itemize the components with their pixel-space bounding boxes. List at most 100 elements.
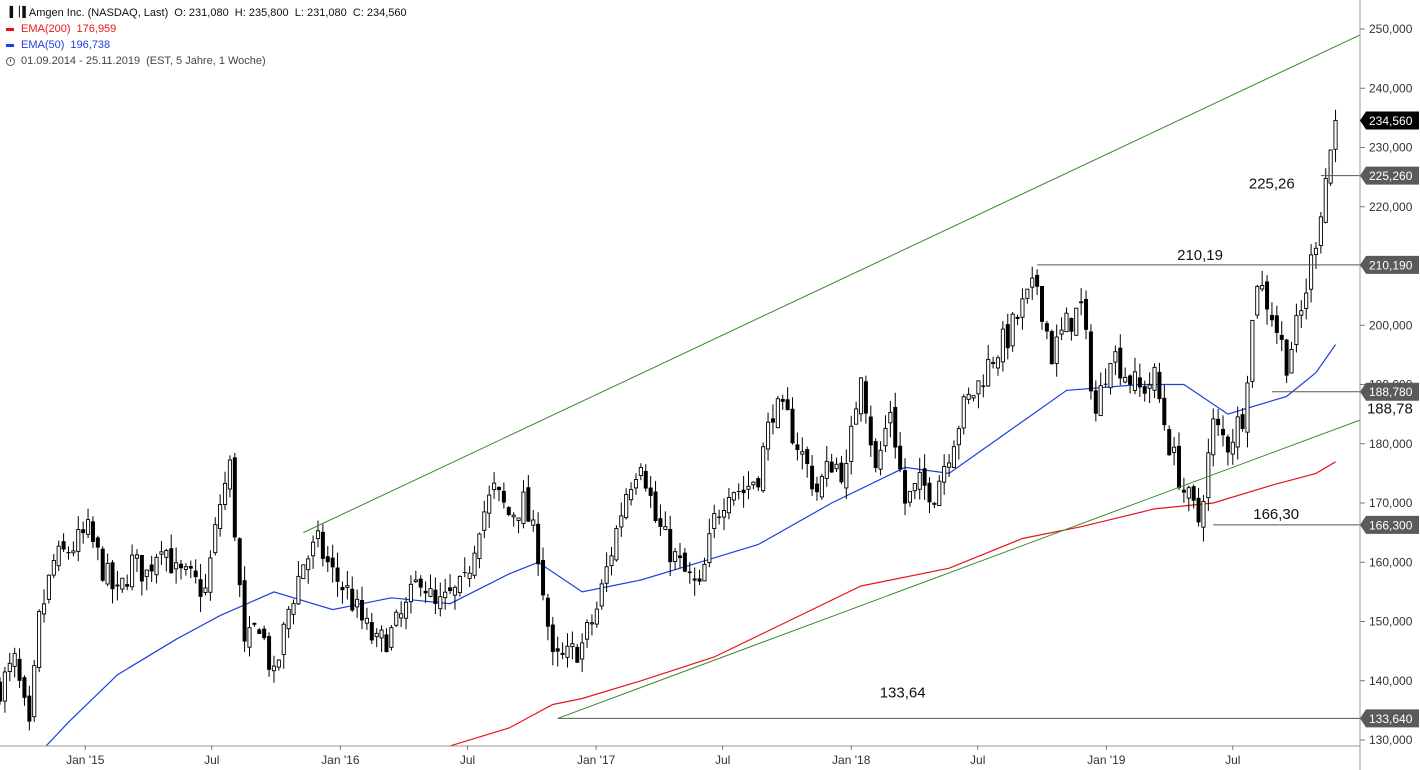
candle-up (1299, 310, 1304, 316)
candle-up (2, 671, 7, 702)
candle-down (1005, 324, 1010, 349)
candle-up (174, 562, 179, 570)
candle-down (22, 677, 27, 698)
candle-down (1103, 383, 1108, 385)
period-range: 01.09.2014 - 25.11.2019 (21, 55, 141, 67)
candle-down (1044, 323, 1049, 332)
candle-up (364, 617, 369, 624)
candle-down (668, 528, 673, 563)
candle-up (472, 552, 477, 576)
candle-up (707, 533, 712, 563)
candle-up (976, 380, 981, 395)
x-tick-label: Jul (460, 753, 475, 767)
candle-down (423, 590, 428, 594)
candle-down (506, 507, 511, 516)
candle-down (188, 566, 193, 569)
ema200-swatch (6, 27, 14, 31)
candle-down (653, 491, 658, 522)
x-tick-label: Jan '19 (1087, 753, 1126, 767)
candle-down (795, 444, 800, 451)
candle-up (403, 601, 409, 619)
candle-down (1167, 429, 1172, 456)
candle-up (271, 665, 277, 672)
ema50-value: 196,738 (70, 39, 111, 51)
candle-up (154, 556, 159, 576)
candle-up (858, 377, 864, 415)
level-price-tag-label: 188,780 (1369, 385, 1413, 399)
y-tick-label: 170,000 (1369, 496, 1413, 510)
candle-down (360, 599, 365, 621)
candle-down (1181, 489, 1186, 493)
candle-up (291, 603, 296, 615)
y-tick-label: 130,000 (1369, 733, 1413, 747)
candle-up (247, 627, 252, 648)
candle-up (1186, 487, 1191, 499)
candle-down (541, 559, 546, 596)
candle-down (110, 562, 115, 590)
candle-down (927, 482, 932, 503)
candle-up (1245, 382, 1250, 433)
candle-up (834, 463, 839, 470)
candle-up (1123, 376, 1128, 383)
candle-down (1093, 390, 1098, 414)
candle-up (1152, 366, 1157, 391)
candle-up (37, 611, 42, 669)
level-price-tag-label: 225,260 (1369, 169, 1413, 183)
candle-up (942, 466, 947, 483)
candle-down (501, 490, 506, 503)
candle-down (893, 406, 898, 448)
candle-up (995, 357, 1001, 369)
instrument-name: Amgen Inc. (NASDAQ, Last) (28, 7, 169, 19)
candle-up (638, 467, 643, 476)
candle-up (580, 642, 585, 660)
level-price-tag-label: 166,300 (1369, 518, 1413, 532)
candle-up (1309, 254, 1314, 290)
candle-up (315, 530, 321, 540)
candle-up (394, 611, 399, 626)
candle-down (198, 579, 203, 597)
legend-instrument-row: ▐▕▐ Amgen Inc. (NASDAQ, Last) O: 231,080… (6, 5, 407, 21)
candle-up (1030, 277, 1035, 288)
last-price-tag-label: 234,560 (1369, 114, 1413, 128)
candle-up (1147, 384, 1152, 389)
candle-up (731, 492, 736, 501)
candle-up (159, 551, 164, 555)
candle-up (1074, 307, 1079, 336)
level-annotation: 133,64 (880, 684, 926, 701)
candle-up (105, 562, 110, 585)
candle-down (682, 552, 687, 572)
candle-down (536, 523, 541, 565)
candle-down (179, 563, 184, 569)
y-tick-label: 180,000 (1369, 437, 1413, 451)
candle-down (1162, 397, 1167, 426)
candle-down (981, 385, 986, 387)
candle-up (1255, 285, 1260, 316)
candle-up (1328, 149, 1333, 184)
candle-up (702, 563, 707, 582)
candle-up (281, 623, 286, 655)
candle-up (1304, 292, 1309, 309)
candle-up (32, 665, 37, 718)
candle-up (1054, 336, 1059, 364)
candle-up (276, 659, 281, 668)
candle-up (594, 608, 599, 625)
candle-up (516, 517, 521, 521)
candle-up (1289, 348, 1294, 374)
candle-down (257, 629, 262, 634)
candle-down (692, 578, 697, 581)
candle-up (1235, 416, 1240, 448)
chart-legend: ▐▕▐ Amgen Inc. (NASDAQ, Last) O: 231,080… (6, 5, 407, 69)
candle-up (374, 632, 379, 638)
candle-down (717, 516, 722, 518)
candle-down (320, 531, 325, 559)
y-tick-label: 240,000 (1369, 81, 1413, 95)
candle-down (1221, 429, 1226, 436)
ema200-line (447, 461, 1336, 746)
candle-down (350, 588, 355, 611)
candle-up (1000, 328, 1005, 363)
candle-up (345, 585, 350, 588)
legend-ema50-row: EMA(50) 196,738 (6, 37, 407, 53)
candle-up (624, 493, 629, 519)
candle-up (854, 408, 859, 425)
